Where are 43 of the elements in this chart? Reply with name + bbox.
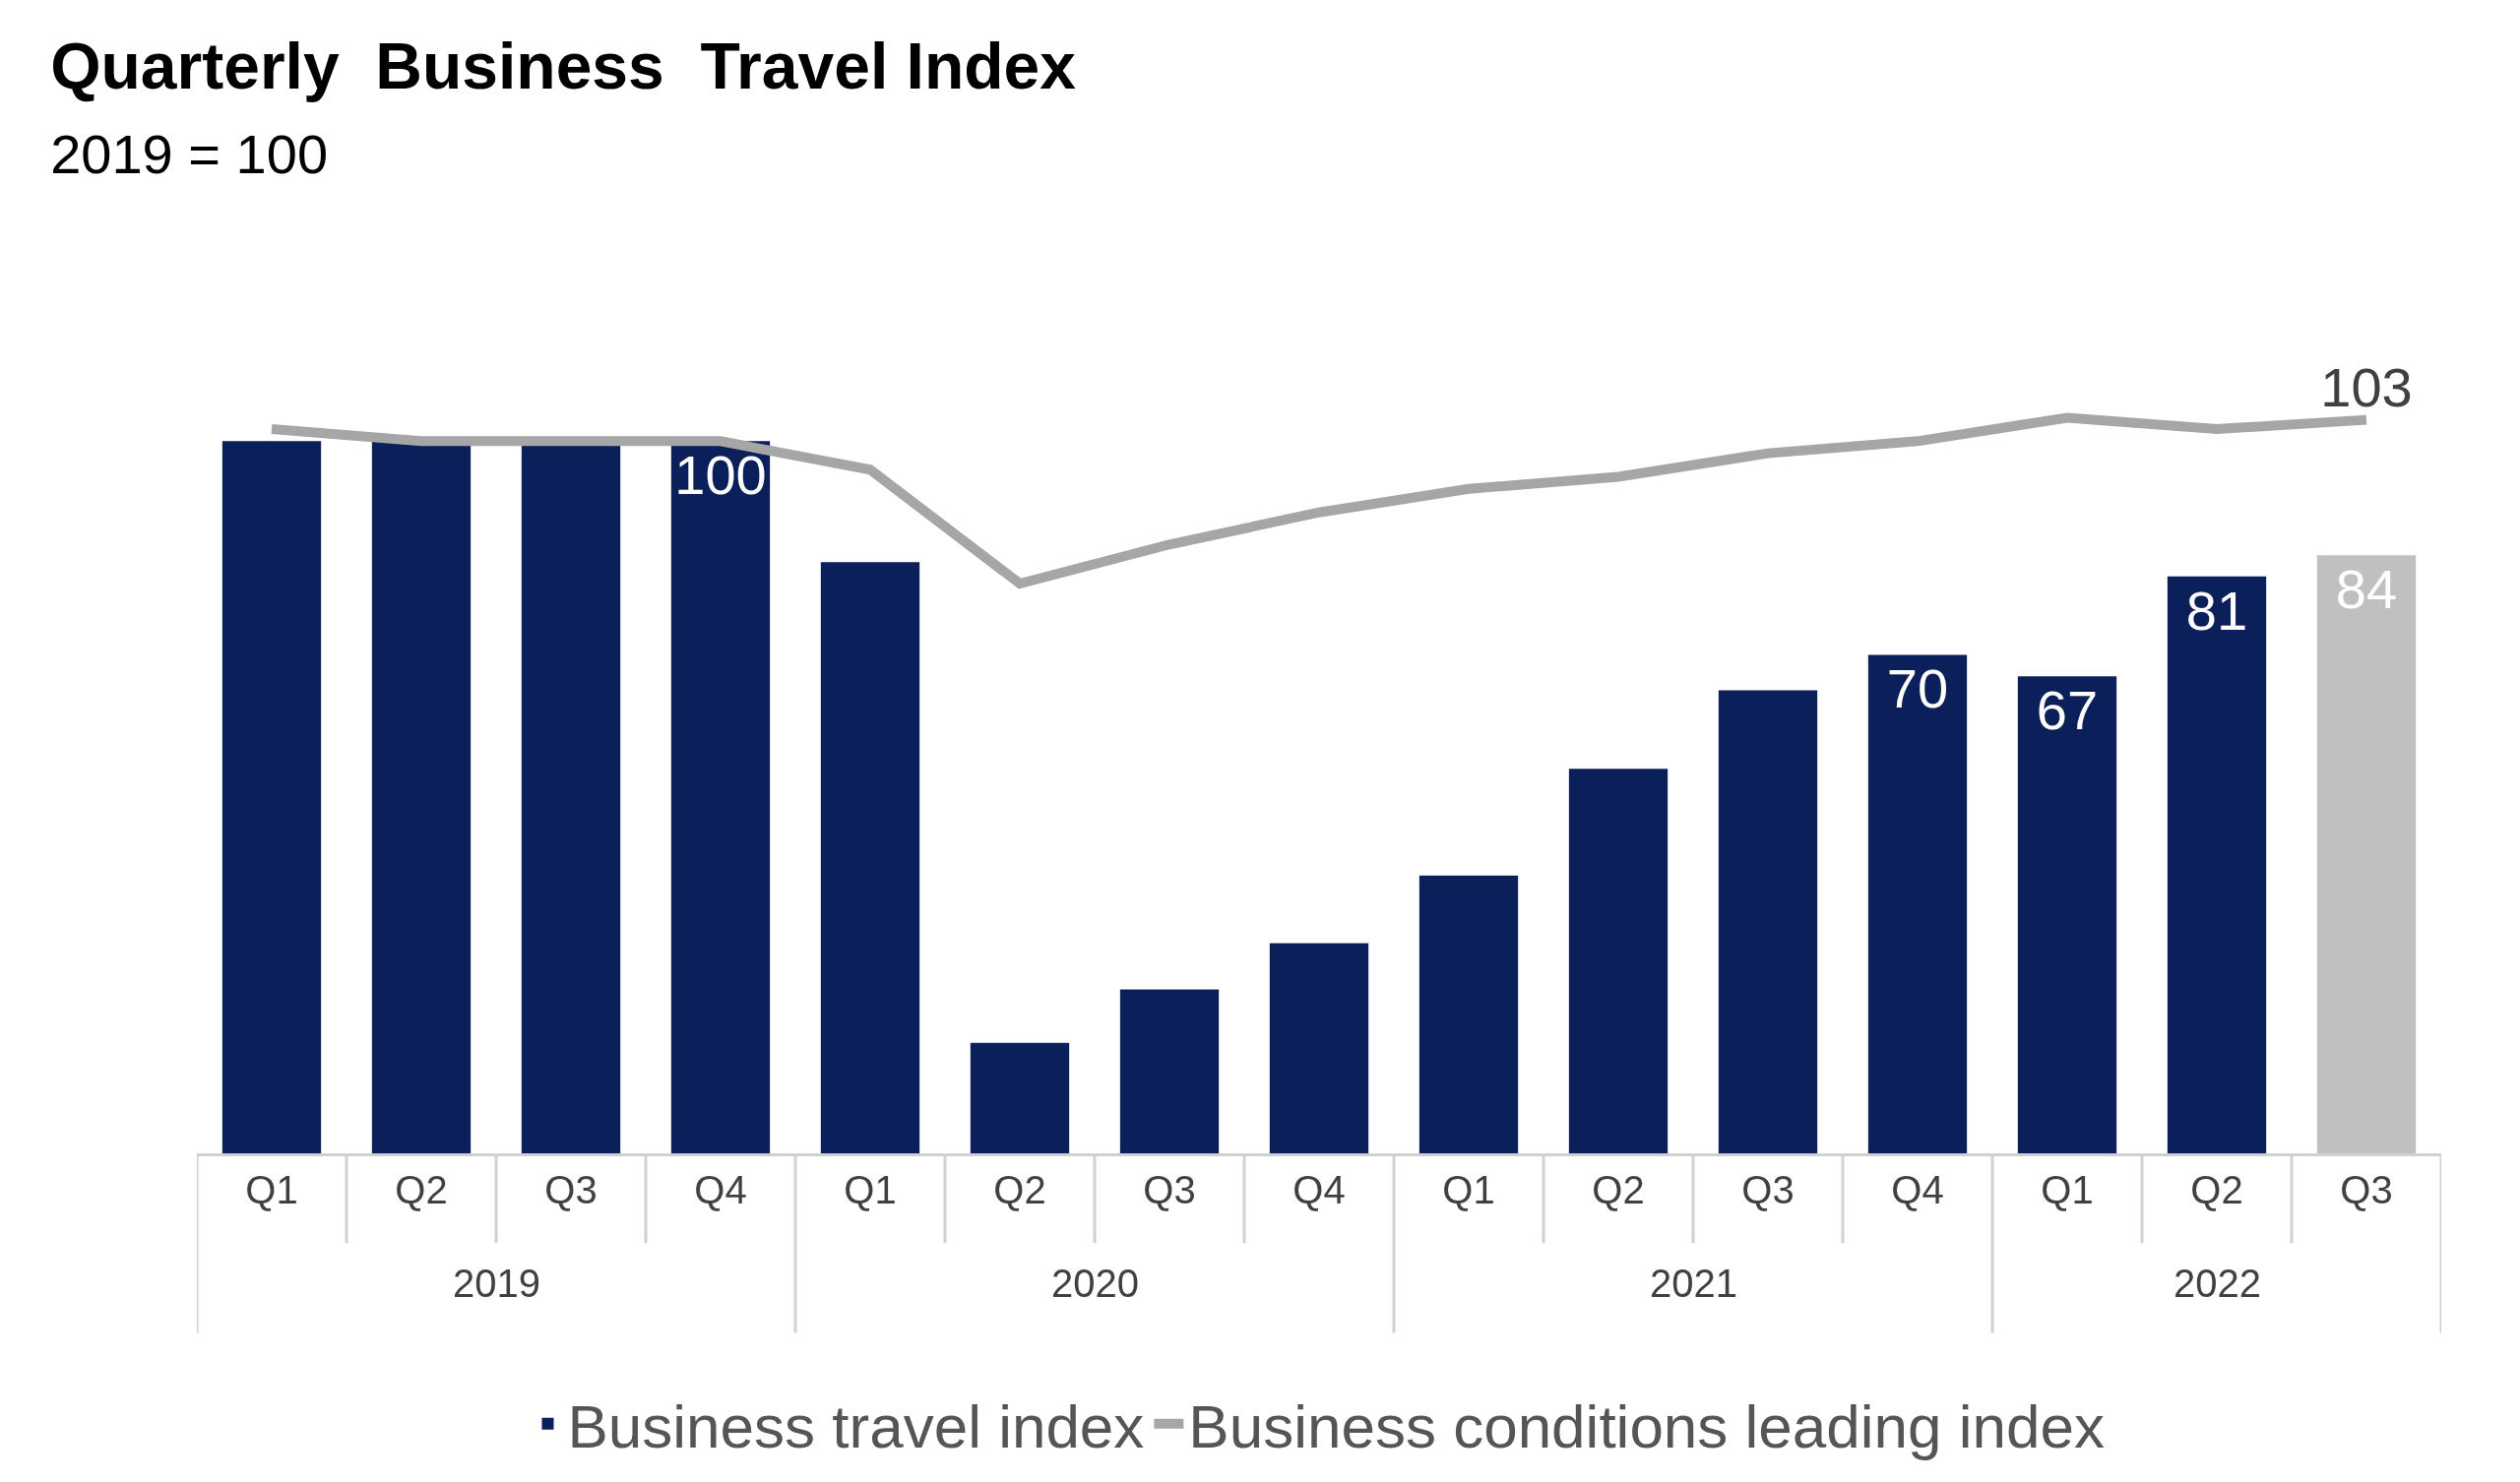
x-tick-label: Q3 — [2340, 1168, 2393, 1211]
bar — [820, 562, 920, 1153]
x-tick-label: Q4 — [694, 1168, 747, 1211]
bar — [1718, 690, 1818, 1153]
x-tick-label: Q3 — [1143, 1168, 1196, 1211]
data-label: 103 — [2320, 355, 2413, 418]
x-tick-label: Q2 — [1592, 1168, 1645, 1211]
data-label: 81 — [2185, 579, 2248, 642]
text: 2020 — [1051, 1262, 1139, 1305]
x-tick-label: Q1 — [245, 1168, 298, 1211]
bar — [1867, 654, 1968, 1153]
bar — [2316, 555, 2417, 1153]
x-tick-label: Q2 — [993, 1168, 1046, 1211]
data-label: 100 — [674, 444, 767, 507]
data-label: 70 — [1886, 657, 1949, 720]
bar — [670, 441, 771, 1153]
x-tick-label: Q2 — [2190, 1168, 2243, 1211]
bar — [970, 1042, 1070, 1153]
bar — [2167, 576, 2267, 1153]
x-tick-label: Q1 — [1442, 1168, 1495, 1211]
x-tick-label: Q1 — [2041, 1168, 2094, 1211]
legend-label: Business travel index — [567, 1391, 1145, 1460]
bar — [221, 441, 322, 1153]
chart-subtitle: 2019 = 100 — [50, 123, 329, 186]
x-tick-label: Q4 — [1891, 1168, 1944, 1211]
chart-title: Quarterly Business Travel Index — [50, 30, 1077, 103]
bar — [1418, 875, 1519, 1153]
x-tick-label: Q3 — [544, 1168, 598, 1211]
bar — [371, 441, 472, 1153]
data-label: 67 — [2036, 679, 2099, 742]
legend-label: Business conditions leading index — [1188, 1391, 2105, 1460]
text: 2022 — [2174, 1262, 2261, 1305]
bar — [1119, 989, 1220, 1153]
bar — [1568, 769, 1669, 1153]
bar — [1269, 943, 1369, 1153]
x-tick-label: Q2 — [395, 1168, 448, 1211]
text: 2021 — [1650, 1262, 1737, 1305]
data-label: 84 — [2335, 558, 2398, 621]
x-tick-label: Q4 — [1292, 1168, 1346, 1211]
text: 2019 — [453, 1262, 540, 1305]
x-tick-label: Q3 — [1741, 1168, 1795, 1211]
x-tick-label: Q1 — [844, 1168, 897, 1211]
bar — [2017, 676, 2117, 1153]
